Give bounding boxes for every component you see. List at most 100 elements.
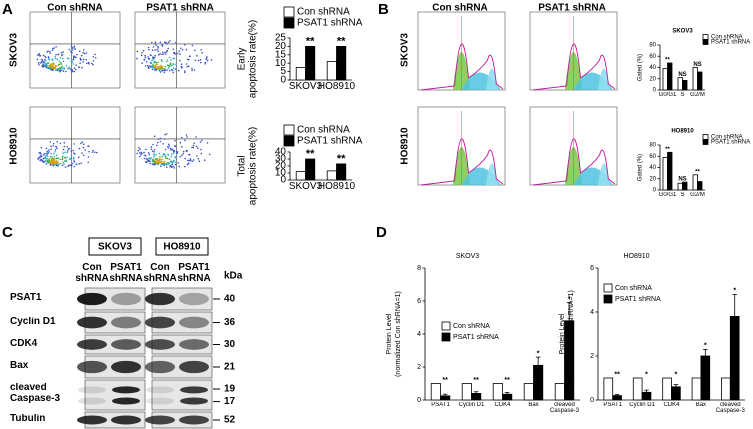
flow-dot (57, 53, 59, 56)
flow-dot (44, 152, 46, 155)
panel-label: D (376, 224, 387, 241)
flow-dot (62, 70, 65, 72)
flow-dot (178, 69, 180, 72)
lane-label-text: PSAT1 shRNA (109, 263, 143, 284)
y-tick-label: 6 (417, 298, 421, 305)
flow-dot (188, 153, 191, 156)
flow-dot (50, 67, 52, 70)
legend-label: Con shRNA (297, 125, 350, 136)
flow-dot (54, 57, 57, 60)
flow-dot (148, 48, 150, 51)
flow-dot (158, 69, 161, 72)
flow-dot (150, 148, 153, 151)
flow-dot (70, 50, 72, 53)
flow-dot (169, 166, 171, 168)
significance: ** (665, 58, 670, 64)
blot-band (111, 292, 141, 306)
legend-swatch (283, 135, 295, 147)
flow-dot (204, 63, 207, 65)
panel-label: B (378, 1, 389, 18)
flow-dot (60, 63, 63, 65)
flow-dot (38, 53, 41, 55)
lane-label-text: Con shRNA (75, 263, 109, 284)
blot-band (145, 415, 175, 425)
significance: * (568, 296, 571, 303)
bar (641, 391, 652, 401)
flow-dot (73, 55, 76, 58)
bar (533, 364, 544, 401)
bar (692, 67, 698, 91)
y-tick-label: 6 (590, 265, 594, 272)
flow-dot (175, 155, 178, 158)
flow-dot (59, 57, 62, 59)
flow-dot (163, 153, 165, 155)
flow-dot (151, 41, 153, 44)
row-label: HO8910 (400, 127, 411, 165)
flow-dot (82, 146, 85, 149)
flow-dot (153, 61, 156, 64)
flow-dot (152, 158, 154, 160)
flow-dot (173, 57, 176, 60)
flow-dot (166, 146, 169, 148)
flow-dot (60, 52, 63, 54)
flow-dot (169, 40, 171, 42)
y-tick-label: 40 (649, 165, 656, 171)
y-tick-label: 20 (275, 41, 287, 52)
flow-dot (167, 153, 169, 156)
flow-dot (181, 154, 183, 157)
flow-dot (50, 66, 52, 68)
flow-dot (70, 155, 73, 157)
flow-dot (78, 50, 81, 52)
blot-band (145, 360, 175, 374)
flow-dot (164, 154, 166, 157)
flow-dot (177, 52, 179, 55)
flow-dot (153, 65, 156, 68)
flow-dot (189, 159, 192, 162)
column-label: Con shRNA (47, 3, 103, 14)
flow-dot (66, 150, 69, 152)
flow-dot (62, 60, 65, 63)
x-tick-label-text: CDK4 (663, 402, 680, 408)
flow-dot (155, 153, 157, 156)
flow-dot (155, 62, 157, 64)
flow-dot (58, 69, 61, 71)
flow-dot (59, 61, 62, 64)
flow-dot (170, 155, 173, 158)
flow-dot (149, 160, 151, 163)
lane-label: PSAT1 shRNA (109, 263, 143, 284)
flow-dot (136, 152, 138, 155)
y-axis-label: (normalized, Con shRNA=1) (568, 290, 575, 378)
flow-dot (155, 63, 158, 65)
flow-dot (160, 162, 163, 164)
flow-dot (182, 152, 184, 155)
x-tick-label: G0/G1 (659, 92, 677, 98)
legend-swatch (702, 39, 709, 45)
flow-dot (172, 152, 175, 154)
flow-dot (44, 155, 46, 157)
flow-dot (55, 65, 57, 67)
flow-dot (57, 69, 59, 72)
y-tick-label: 60 (649, 154, 656, 160)
flow-dot (161, 60, 163, 62)
flow-dot (53, 155, 56, 158)
bar (502, 393, 513, 401)
kda-value: 19 (224, 384, 236, 395)
flow-dot (147, 152, 150, 154)
flow-dot (75, 163, 78, 166)
flow-dot (159, 71, 162, 73)
flow-dot (166, 157, 169, 160)
flow-dot (74, 48, 76, 50)
flow-dot (169, 161, 171, 163)
flow-dot (193, 142, 195, 145)
significance: * (733, 288, 736, 295)
flow-dot (154, 159, 156, 161)
flow-dot (165, 60, 168, 63)
flow-dot (68, 48, 71, 51)
fit-curve (532, 43, 616, 91)
flow-dot (56, 141, 59, 143)
flow-dot (87, 156, 90, 158)
flow-dot (70, 150, 73, 153)
flow-dot (80, 142, 82, 145)
flow-dot (197, 59, 200, 62)
flow-dot (184, 44, 186, 46)
